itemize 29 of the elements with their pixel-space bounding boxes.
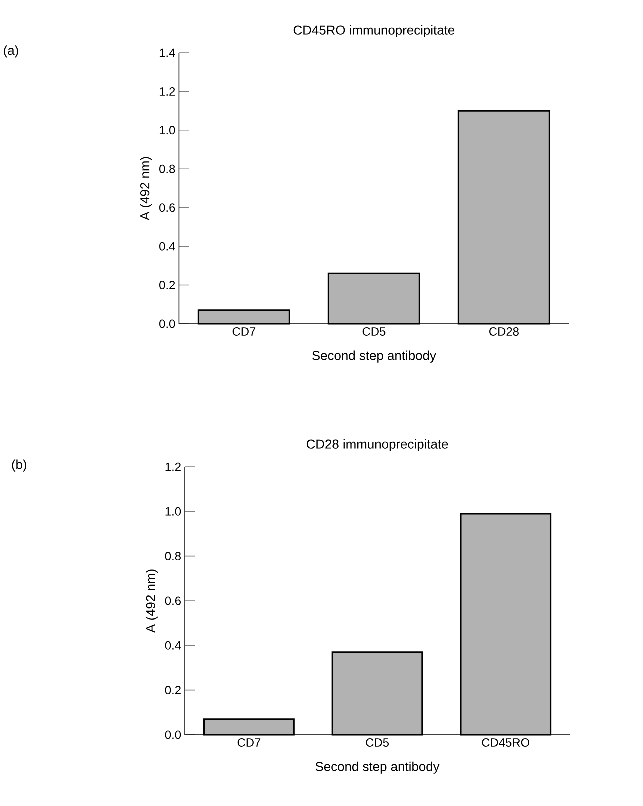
y-tick-label: 0.4 [165, 641, 182, 650]
y-tick-label: 0.4 [159, 242, 176, 251]
y-tick-label: 1.4 [160, 48, 176, 58]
x-tick-label: CD28 [489, 328, 519, 336]
y-tick-label: 1.2 [166, 462, 181, 472]
y-tick-label: 0.0 [165, 730, 181, 740]
y-axis-title: A (492 nm) [146, 570, 158, 633]
y-tick-label: 0.2 [165, 686, 181, 695]
x-tick-label: CD7 [232, 328, 256, 336]
x-tick-label: CD7 [238, 738, 260, 747]
chart-title: CD45RO immunoprecipitate [294, 25, 454, 38]
y-tick-label: 0.0 [159, 320, 176, 328]
text: (a) [4, 46, 18, 58]
y-tick-label: 0.8 [159, 164, 176, 174]
y-tick-label: 1.0 [166, 507, 181, 516]
y-tick-label: 1.2 [160, 88, 175, 96]
y-tick-label: 1.0 [160, 126, 176, 135]
x-tick-label: CD45RO [482, 738, 530, 747]
chart-title: CD28 immunoprecipitate [306, 439, 448, 452]
y-tick-label: 0.6 [165, 596, 181, 606]
y-axis-title: A (492 nm) [140, 157, 152, 220]
y-tick-label: 0.2 [159, 281, 175, 290]
text: (b) [12, 460, 26, 472]
x-axis-title: Second step antibody [316, 762, 440, 774]
y-tick-label: 0.8 [165, 552, 181, 561]
y-tick-label: 0.6 [159, 204, 176, 212]
x-axis-title: Second step antibody [312, 350, 436, 363]
x-tick-label: CD5 [362, 328, 386, 336]
x-tick-label: CD5 [366, 738, 389, 747]
